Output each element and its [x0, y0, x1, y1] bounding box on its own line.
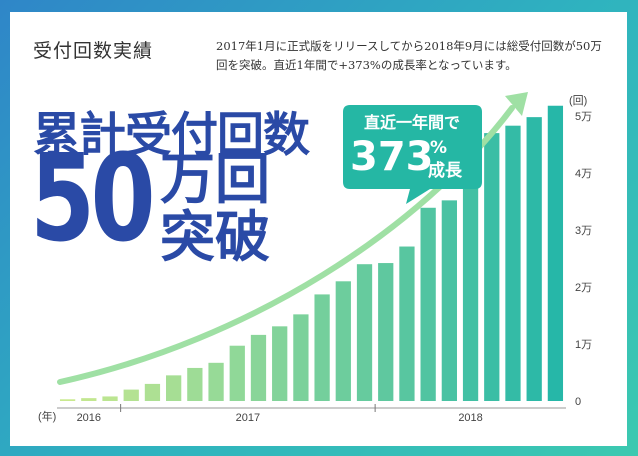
y-tick-label: 1万: [575, 339, 592, 351]
bar: [102, 396, 118, 401]
y-tick-label: 3万: [575, 225, 592, 237]
bar: [378, 263, 394, 401]
bar: [293, 314, 309, 401]
bar: [356, 264, 373, 401]
y-tick-label: 0: [575, 396, 581, 408]
bar: [399, 246, 415, 401]
bar: [144, 383, 161, 401]
bar: [229, 345, 245, 401]
year-label: 2017: [236, 412, 260, 424]
hero-title: 累計受付回数: [33, 108, 310, 163]
bar: [314, 294, 330, 401]
y-axis-label: (回): [569, 94, 587, 107]
year-label: 2016: [77, 412, 101, 424]
bar: [335, 281, 351, 401]
bar: [505, 125, 521, 401]
bar: [484, 133, 500, 401]
bar: [547, 105, 564, 402]
bar: [272, 326, 288, 401]
x-axis-label: (年): [38, 409, 56, 423]
bar: [208, 362, 224, 401]
hero-number: 50: [30, 130, 156, 269]
bar: [81, 398, 97, 401]
bar: [250, 334, 267, 401]
hero-unit: 万回: [160, 147, 271, 211]
page-title: 受付回数実績: [33, 40, 154, 62]
bar: [462, 170, 479, 401]
description-text: 2017年1月に正式版をリリースしてから2018年9月には総受付回数が50万回を…: [216, 39, 602, 72]
year-label: 2018: [458, 412, 482, 424]
bar: [123, 389, 139, 401]
y-tick-label: 5万: [575, 111, 592, 123]
bar: [441, 200, 457, 401]
bar: [59, 399, 76, 401]
callout-unit: %: [430, 138, 447, 158]
bar: [166, 375, 182, 401]
callout-number: 373: [350, 134, 434, 180]
y-tick-label: 2万: [575, 282, 592, 294]
bar: [526, 117, 542, 401]
hero-breakthrough: 突破: [160, 205, 271, 269]
growth-arrow-head: [505, 92, 528, 116]
y-tick-label: 4万: [575, 168, 592, 180]
callout-box: 直近一年間で 373 % 成長: [343, 105, 482, 204]
callout-suffix: 成長: [428, 160, 463, 181]
bar: [187, 367, 203, 401]
callout-line1: 直近一年間で: [364, 113, 460, 132]
bar: [420, 207, 436, 401]
